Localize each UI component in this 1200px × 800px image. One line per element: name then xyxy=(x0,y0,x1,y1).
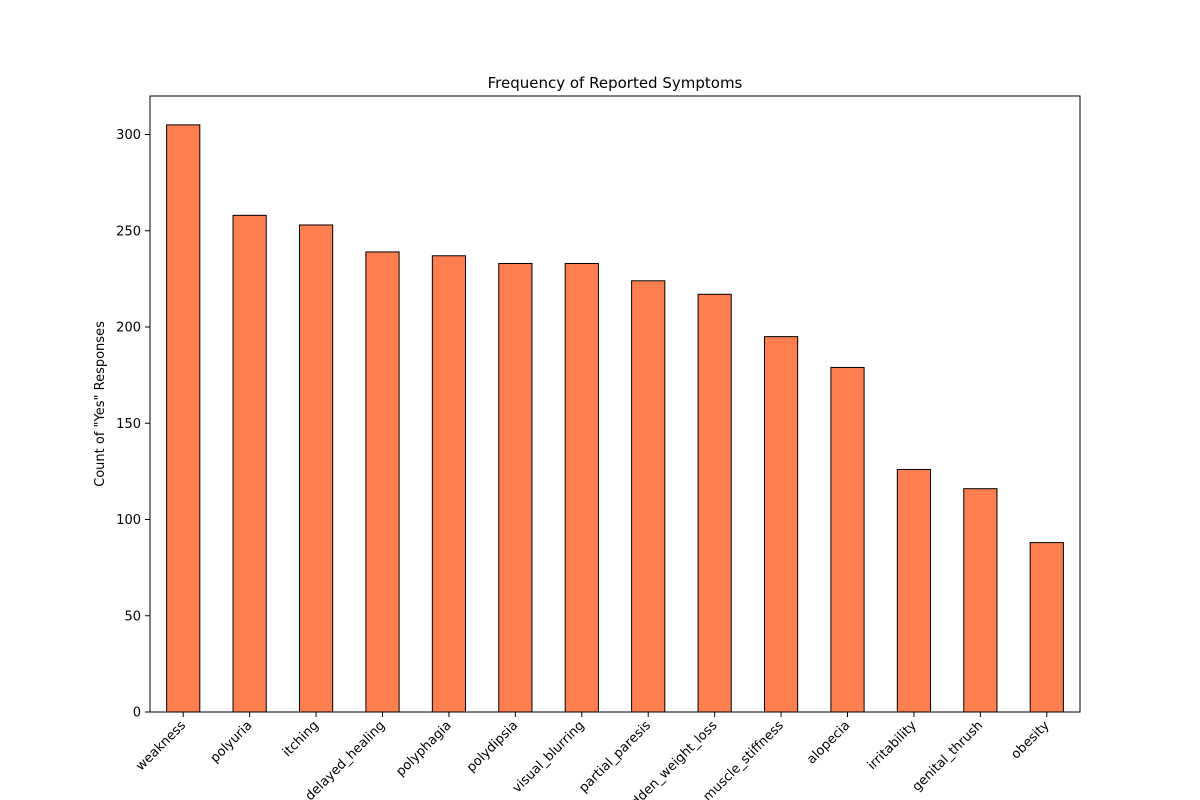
bar-weakness xyxy=(166,124,201,713)
bar-polyuria xyxy=(232,214,267,713)
bar-polyphagia xyxy=(431,255,467,713)
y-axis-label: Count of "Yes" Responses xyxy=(93,321,108,487)
x-tick-label: polyphagia xyxy=(393,718,454,779)
y-tick-label: 0 xyxy=(133,706,141,721)
y-tick-label: 50 xyxy=(124,609,141,624)
bar-genital-thrush xyxy=(963,488,998,713)
bar-alopecia xyxy=(830,366,865,713)
x-tick-label: polyuria xyxy=(208,718,256,766)
bar-polydipsia xyxy=(498,262,533,713)
x-tick-label: weakness xyxy=(133,718,189,774)
x-tick-label: itching xyxy=(280,718,322,760)
bar-delayed-healing xyxy=(365,251,400,713)
y-tick-label: 250 xyxy=(116,224,141,239)
bar-partial-paresis xyxy=(631,280,666,713)
y-tick-label: 200 xyxy=(116,321,141,336)
bar-sudden-weight-loss xyxy=(697,293,732,713)
y-tick-label: 150 xyxy=(116,417,141,432)
bar-muscle-stiffness xyxy=(763,336,799,713)
x-tick-label: obesity xyxy=(1008,718,1052,762)
bar-itching xyxy=(298,224,334,713)
x-tick-label: polydipsia xyxy=(464,718,521,775)
x-tick-label: irritability xyxy=(865,718,920,773)
bar-irritability xyxy=(896,468,932,713)
y-axis-ticks: 0 50 100 150 200 250 300 xyxy=(116,128,150,721)
y-tick-label: 300 xyxy=(116,128,141,143)
x-tick-label: genital_thrush xyxy=(910,718,987,795)
y-tick-label: 100 xyxy=(116,513,141,528)
bar-obesity xyxy=(1029,542,1064,713)
bar-visual-blurring xyxy=(564,262,599,713)
chart-title: Frequency of Reported Symptoms xyxy=(488,74,743,92)
bars-group xyxy=(166,124,1064,713)
x-tick-label: alopecia xyxy=(804,718,853,767)
plot-frame xyxy=(149,95,1081,713)
